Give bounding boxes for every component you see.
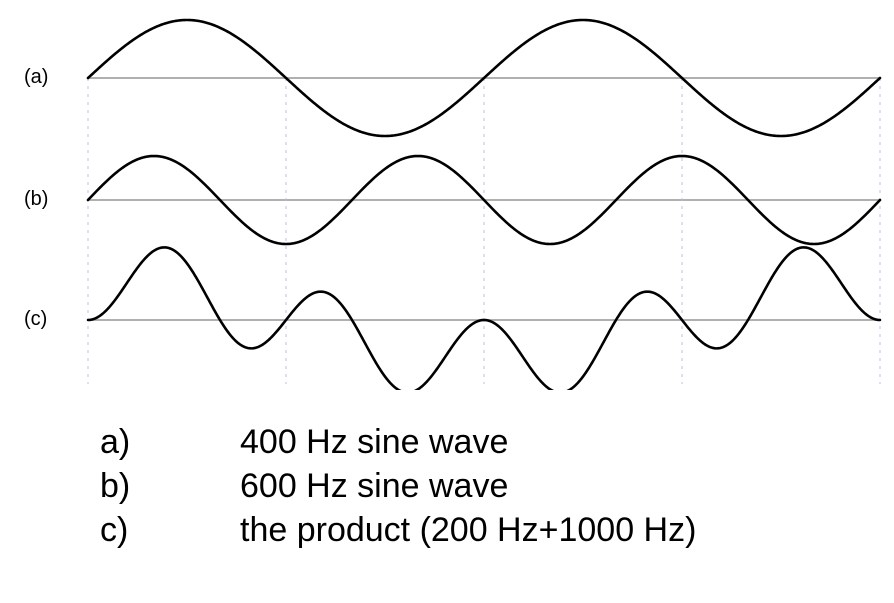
waveform-plot: (a) (b) (c) [0,0,894,390]
legend-row-a: a) 400 Hz sine wave [100,420,696,464]
legend-key-b: b) [100,464,240,508]
legend-key-a: a) [100,420,240,464]
wave-label-b: (b) [24,188,48,211]
legend-text-a: 400 Hz sine wave [240,420,508,464]
legend-row-b: b) 600 Hz sine wave [100,464,696,508]
figure-container: (a) (b) (c) a) 400 Hz sine wave b) 600 Hz … [0,0,894,603]
legend-text-b: 600 Hz sine wave [240,464,508,508]
wave-label-c: (c) [24,308,47,331]
waveform-svg [0,0,894,390]
legend-key-c: c) [100,508,240,552]
legend: a) 400 Hz sine wave b) 600 Hz sine wave … [100,420,696,553]
legend-row-c: c) the product (200 Hz+1000 Hz) [100,508,696,552]
legend-text-c: the product (200 Hz+1000 Hz) [240,508,696,552]
wave-label-a: (a) [24,66,48,89]
